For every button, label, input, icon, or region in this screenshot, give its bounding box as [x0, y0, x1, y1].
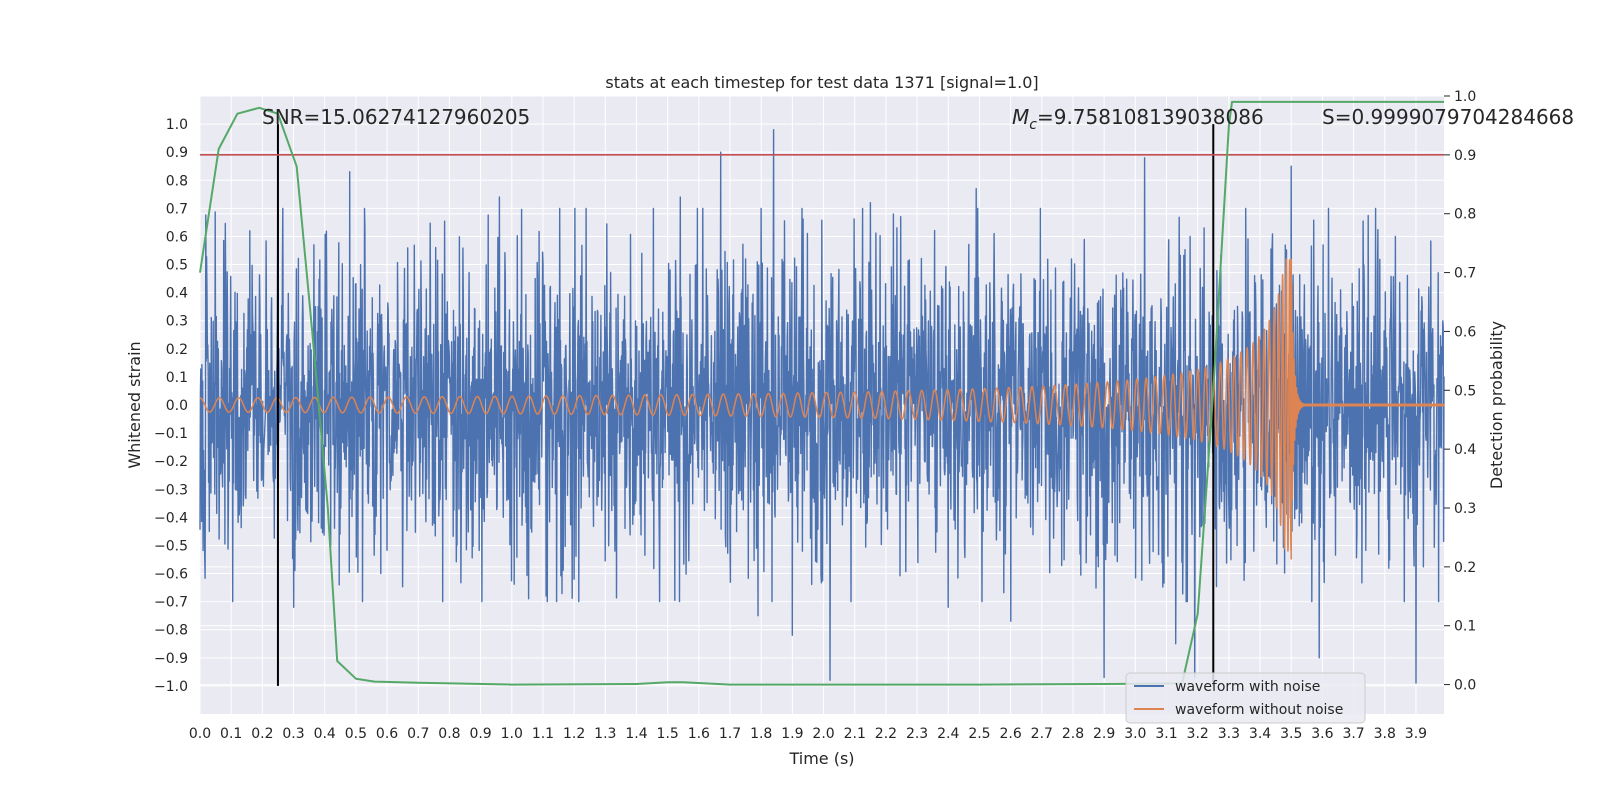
x-tick-label: 0.9 [469, 726, 491, 742]
y-tick-label: 0.4 [166, 286, 188, 302]
x-tick-label: 0.1 [220, 726, 242, 742]
x-tick-label: 1.6 [688, 726, 710, 742]
y2-tick-label: 0.0 [1454, 678, 1476, 694]
x-tick-label: 1.2 [563, 726, 585, 742]
y-tick-label: −0.3 [154, 482, 188, 498]
x-tick-label: 2.1 [844, 726, 866, 742]
legend: waveform with noise waveform without noi… [1125, 672, 1366, 724]
y2-tick-label: 0.6 [1454, 324, 1476, 340]
y2-tick-label: 0.9 [1454, 148, 1476, 164]
y-tick-label: 0.7 [166, 201, 188, 217]
detection-score-annotation: S=0.9999079704284668 [1322, 105, 1574, 129]
y2-tick-label: 0.1 [1454, 619, 1476, 635]
x-tick-label: 3.6 [1311, 726, 1333, 742]
x-tick-label: 2.8 [1062, 726, 1084, 742]
chirp-mass-symbol: M [1012, 105, 1029, 129]
x-tick-label: 1.0 [501, 726, 523, 742]
y-tick-label: 1.0 [166, 117, 188, 133]
x-axis-label: Time (s) [788, 749, 854, 768]
chirp-mass-value: =9.758108139038086 [1037, 105, 1264, 129]
y-tick-label: −0.5 [154, 538, 188, 554]
x-tick-label: 2.7 [1031, 726, 1053, 742]
x-tick-label: 0.3 [282, 726, 304, 742]
y2-axis-ticks: 1.0 0.9 0.8 0.7 0.6 0.5 0.4 0.3 0.2 0.1 0.0 [1444, 89, 1476, 694]
x-tick-label: 2.3 [906, 726, 928, 742]
x-tick-label: 2.5 [968, 726, 990, 742]
y-tick-label: 0.3 [166, 314, 188, 330]
y2-tick-label: 1.0 [1454, 89, 1476, 105]
detection-probability-line [199, 100, 1444, 686]
x-tick-label: 0.8 [438, 726, 460, 742]
y-tick-label: 0.8 [166, 173, 188, 189]
x-tick-label: 2.4 [937, 726, 959, 742]
legend-clean-label: waveform without noise [1175, 702, 1343, 718]
x-axis-ticks: 0.0 0.1 0.2 0.3 0.4 0.5 0.6 0.7 0.8 0.9 1.0 1.1 1.2 1… [189, 726, 1427, 742]
x-tick-label: 3.2 [1187, 726, 1209, 742]
x-tick-label: 0.5 [345, 726, 367, 742]
legend-noise-label: waveform with noise [1175, 679, 1320, 695]
y2-tick-label: 0.4 [1454, 442, 1476, 458]
x-tick-label: 1.3 [594, 726, 616, 742]
x-tick-label: 0.2 [251, 726, 273, 742]
x-tick-label: 0.0 [189, 726, 211, 742]
noise-waveform-line [199, 129, 1445, 684]
chirp-mass-subscript: c [1029, 117, 1037, 133]
x-tick-label: 2.6 [999, 726, 1021, 742]
y2-tick-label: 0.7 [1454, 266, 1476, 282]
x-tick-label: 3.0 [1124, 726, 1146, 742]
y2-tick-label: 0.8 [1454, 207, 1476, 223]
y-axis-ticks: 1.0 0.9 0.8 0.7 0.6 0.5 0.4 0.3 0.2 0.1 0.0 −0.1 −0.… [154, 117, 188, 695]
x-tick-label: 1.1 [532, 726, 554, 742]
y-tick-label: 0.1 [166, 370, 188, 386]
y-tick-label: 0.0 [166, 398, 188, 414]
x-tick-label: 2.0 [812, 726, 834, 742]
x-tick-label: 0.4 [314, 726, 336, 742]
x-tick-label: 3.1 [1155, 726, 1177, 742]
y2-axis-label: Detection probability [1487, 321, 1506, 489]
y-tick-label: 0.9 [166, 145, 188, 161]
y-tick-label: −0.6 [154, 567, 188, 583]
probability-layer [199, 100, 1444, 686]
x-tick-label: 0.7 [407, 726, 429, 742]
x-tick-label: 3.4 [1249, 726, 1271, 742]
x-tick-label: 2.2 [875, 726, 897, 742]
chart-title: stats at each timestep for test data 137… [605, 73, 1038, 92]
y-axis-label: Whitened strain [125, 341, 144, 468]
x-tick-label: 3.7 [1342, 726, 1364, 742]
legend-box [1125, 672, 1366, 724]
x-tick-label: 1.4 [625, 726, 647, 742]
x-tick-label: 3.9 [1405, 726, 1427, 742]
y-tick-label: 0.2 [166, 342, 188, 358]
x-tick-label: 3.3 [1218, 726, 1240, 742]
x-tick-label: 1.9 [781, 726, 803, 742]
y-tick-label: 0.6 [166, 229, 188, 245]
y-tick-label: −0.8 [154, 623, 188, 639]
chirp-mass-annotation: Mc=9.758108139038086 [1012, 105, 1264, 133]
clean-waveform-line [199, 258, 1445, 560]
x-tick-label: 3.5 [1280, 726, 1302, 742]
noise-waveform-layer [199, 129, 1445, 684]
x-tick-label: 0.6 [376, 726, 398, 742]
y-tick-label: 0.5 [166, 258, 188, 274]
x-tick-label: 3.8 [1374, 726, 1396, 742]
y-tick-label: −0.4 [154, 510, 188, 526]
y-tick-label: −0.9 [154, 651, 188, 667]
y-tick-label: −0.2 [154, 454, 188, 470]
clean-waveform-layer [199, 258, 1445, 560]
y-tick-label: −0.1 [154, 426, 188, 442]
y2-tick-label: 0.3 [1454, 501, 1476, 517]
y-tick-label: −1.0 [154, 679, 188, 695]
x-tick-label: 1.8 [750, 726, 772, 742]
y2-tick-label: 0.2 [1454, 560, 1476, 576]
snr-annotation: SNR=15.06274127960205 [262, 105, 530, 129]
y2-tick-label: 0.5 [1454, 383, 1476, 399]
x-tick-label: 1.7 [719, 726, 741, 742]
vertical-markers [276, 124, 1215, 686]
x-tick-label: 1.5 [657, 726, 679, 742]
x-tick-label: 2.9 [1093, 726, 1115, 742]
y-tick-label: −0.7 [154, 595, 188, 611]
